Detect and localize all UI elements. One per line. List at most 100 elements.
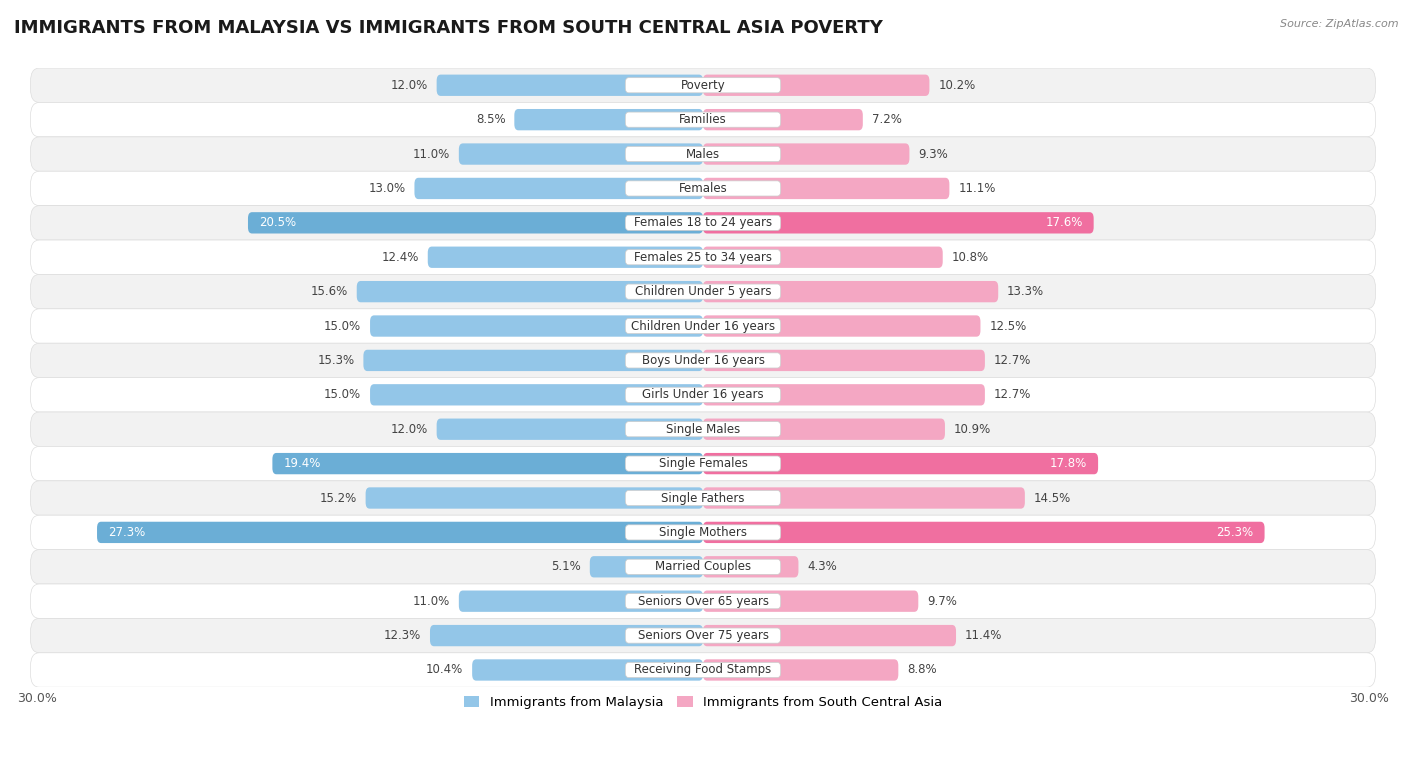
Text: Boys Under 16 years: Boys Under 16 years [641,354,765,367]
Text: 10.9%: 10.9% [953,423,991,436]
FancyBboxPatch shape [458,590,703,612]
FancyBboxPatch shape [703,315,980,337]
FancyBboxPatch shape [31,137,1375,171]
Text: 25.3%: 25.3% [1216,526,1254,539]
FancyBboxPatch shape [370,315,703,337]
Text: 10.8%: 10.8% [952,251,988,264]
FancyBboxPatch shape [437,74,703,96]
Text: Receiving Food Stamps: Receiving Food Stamps [634,663,772,676]
Text: 13.3%: 13.3% [1007,285,1045,298]
Text: 12.3%: 12.3% [384,629,422,642]
Text: Single Fathers: Single Fathers [661,491,745,505]
Text: 7.2%: 7.2% [872,113,901,126]
FancyBboxPatch shape [703,453,1098,475]
FancyBboxPatch shape [626,628,780,643]
FancyBboxPatch shape [626,559,780,575]
FancyBboxPatch shape [31,653,1375,688]
FancyBboxPatch shape [626,490,780,506]
Text: 13.0%: 13.0% [368,182,405,195]
FancyBboxPatch shape [703,625,956,647]
FancyBboxPatch shape [31,343,1375,377]
Text: Girls Under 16 years: Girls Under 16 years [643,388,763,401]
Text: Families: Families [679,113,727,126]
Text: 12.4%: 12.4% [381,251,419,264]
Text: 8.5%: 8.5% [475,113,505,126]
Text: Single Females: Single Females [658,457,748,470]
Text: Single Mothers: Single Mothers [659,526,747,539]
FancyBboxPatch shape [472,659,703,681]
Text: 12.7%: 12.7% [994,388,1031,401]
Text: 27.3%: 27.3% [108,526,145,539]
FancyBboxPatch shape [626,249,780,265]
Text: 9.7%: 9.7% [927,595,957,608]
FancyBboxPatch shape [703,212,1094,233]
FancyBboxPatch shape [273,453,703,475]
FancyBboxPatch shape [31,481,1375,515]
FancyBboxPatch shape [626,77,780,92]
FancyBboxPatch shape [370,384,703,406]
FancyBboxPatch shape [31,205,1375,240]
FancyBboxPatch shape [626,284,780,299]
Text: 19.4%: 19.4% [284,457,321,470]
FancyBboxPatch shape [626,353,780,368]
Text: Females 18 to 24 years: Females 18 to 24 years [634,216,772,230]
FancyBboxPatch shape [366,487,703,509]
Text: 8.8%: 8.8% [907,663,936,676]
Text: 12.0%: 12.0% [391,79,427,92]
Text: 14.5%: 14.5% [1033,491,1071,505]
Text: Children Under 16 years: Children Under 16 years [631,320,775,333]
Text: 15.0%: 15.0% [323,320,361,333]
FancyBboxPatch shape [31,446,1375,481]
Text: 15.3%: 15.3% [318,354,354,367]
Text: Females 25 to 34 years: Females 25 to 34 years [634,251,772,264]
FancyBboxPatch shape [589,556,703,578]
FancyBboxPatch shape [703,74,929,96]
FancyBboxPatch shape [626,318,780,334]
Text: 11.0%: 11.0% [413,595,450,608]
Text: Married Couples: Married Couples [655,560,751,573]
FancyBboxPatch shape [31,102,1375,137]
FancyBboxPatch shape [703,659,898,681]
FancyBboxPatch shape [430,625,703,647]
Text: 11.0%: 11.0% [413,148,450,161]
FancyBboxPatch shape [626,456,780,471]
FancyBboxPatch shape [31,412,1375,446]
Text: 10.2%: 10.2% [938,79,976,92]
FancyBboxPatch shape [357,281,703,302]
Text: 4.3%: 4.3% [807,560,837,573]
FancyBboxPatch shape [415,178,703,199]
FancyBboxPatch shape [626,594,780,609]
FancyBboxPatch shape [437,418,703,440]
Text: 17.8%: 17.8% [1050,457,1087,470]
Text: Source: ZipAtlas.com: Source: ZipAtlas.com [1281,19,1399,29]
FancyBboxPatch shape [515,109,703,130]
FancyBboxPatch shape [626,146,780,161]
FancyBboxPatch shape [31,274,1375,309]
FancyBboxPatch shape [703,590,918,612]
Text: 11.1%: 11.1% [959,182,995,195]
FancyBboxPatch shape [703,487,1025,509]
FancyBboxPatch shape [703,143,910,164]
FancyBboxPatch shape [703,522,1264,543]
FancyBboxPatch shape [626,421,780,437]
FancyBboxPatch shape [703,178,949,199]
Text: 12.0%: 12.0% [391,423,427,436]
FancyBboxPatch shape [31,619,1375,653]
FancyBboxPatch shape [703,109,863,130]
FancyBboxPatch shape [427,246,703,268]
Text: 5.1%: 5.1% [551,560,581,573]
FancyBboxPatch shape [31,377,1375,412]
FancyBboxPatch shape [31,68,1375,102]
FancyBboxPatch shape [703,349,984,371]
FancyBboxPatch shape [626,181,780,196]
FancyBboxPatch shape [703,281,998,302]
FancyBboxPatch shape [97,522,703,543]
FancyBboxPatch shape [458,143,703,164]
Legend: Immigrants from Malaysia, Immigrants from South Central Asia: Immigrants from Malaysia, Immigrants fro… [458,691,948,715]
Text: 10.4%: 10.4% [426,663,464,676]
FancyBboxPatch shape [31,171,1375,205]
FancyBboxPatch shape [703,418,945,440]
FancyBboxPatch shape [626,215,780,230]
FancyBboxPatch shape [31,584,1375,619]
Text: 12.5%: 12.5% [990,320,1026,333]
